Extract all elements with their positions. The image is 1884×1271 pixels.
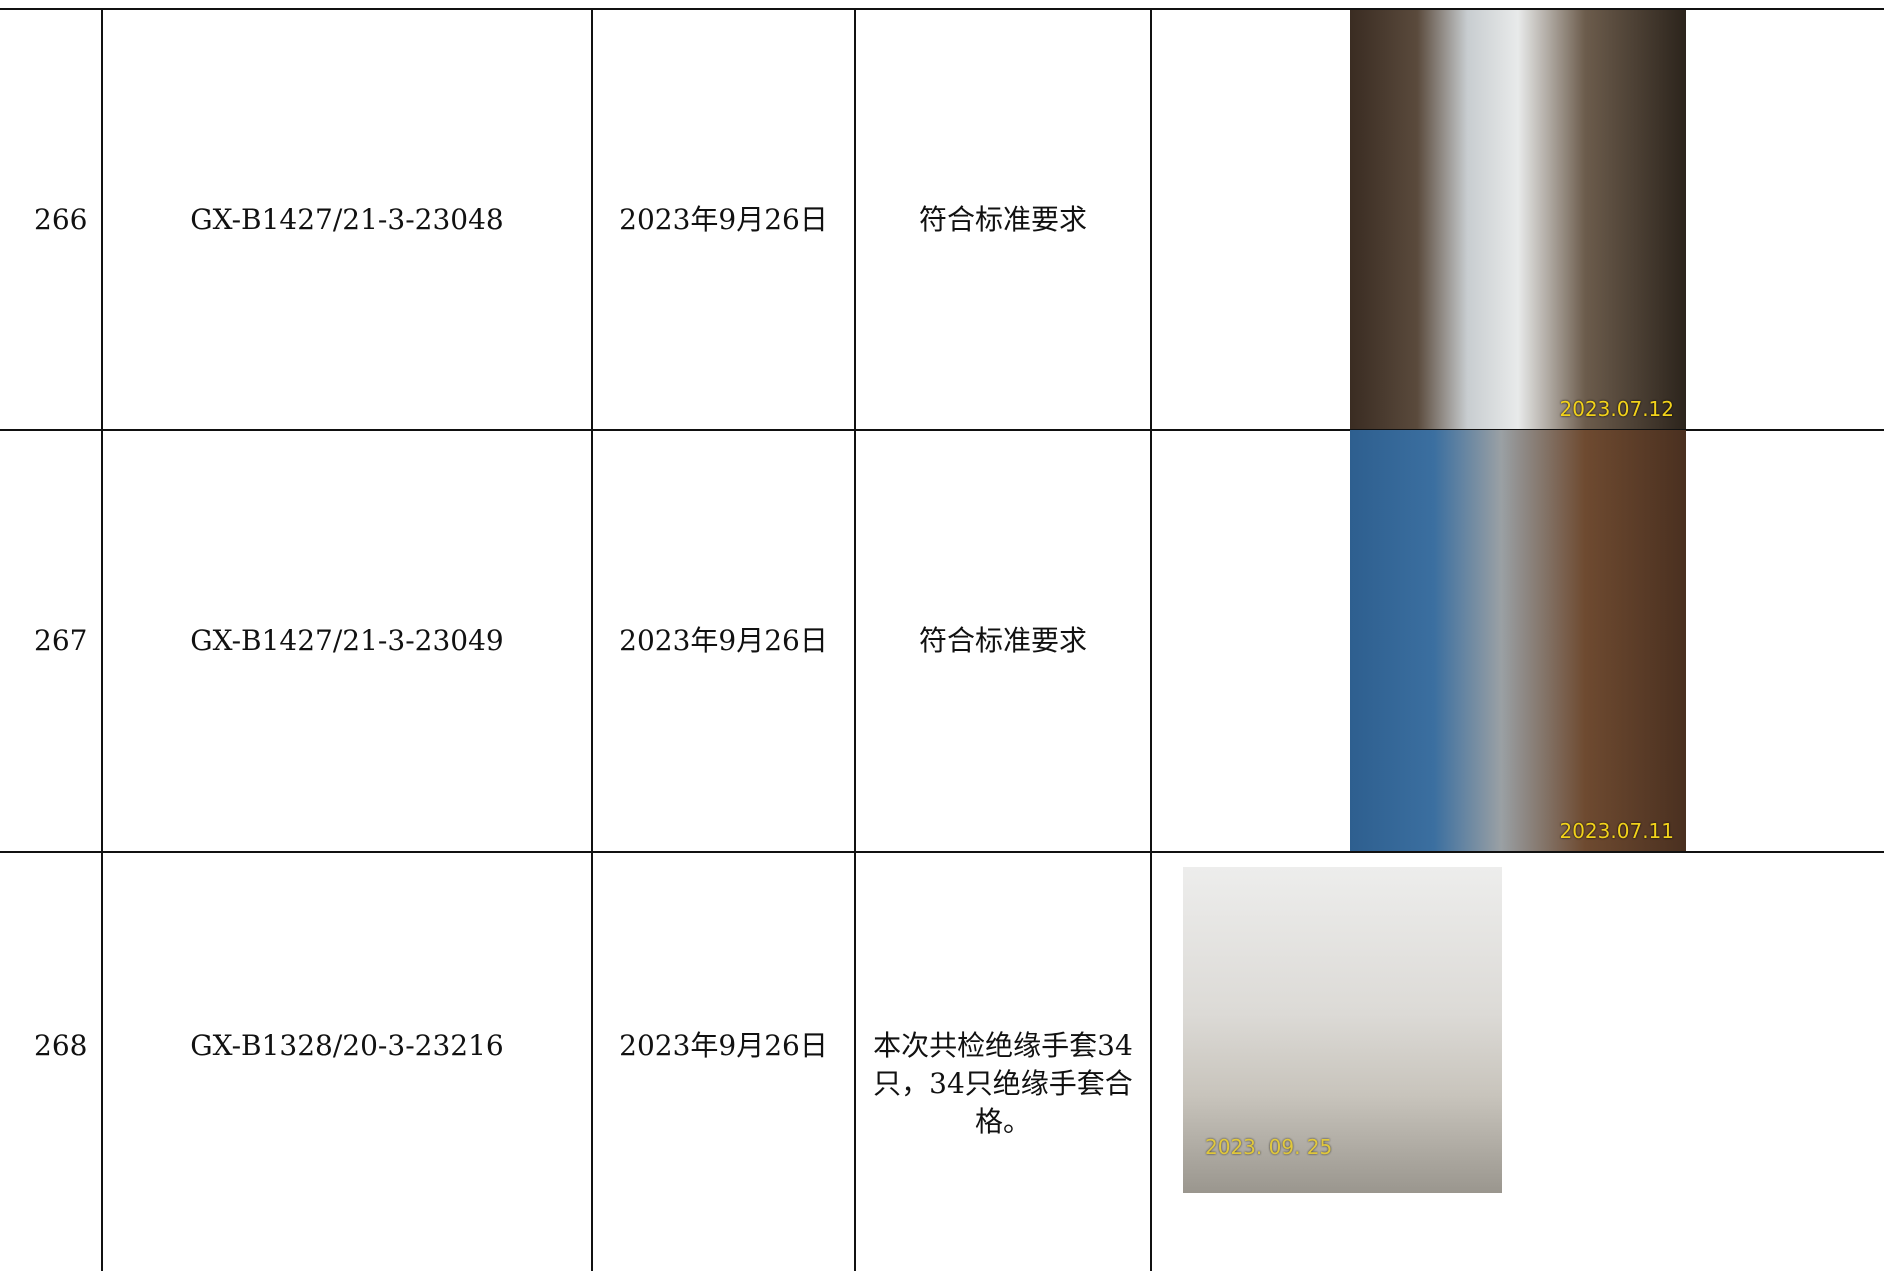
row-number: 267: [0, 429, 101, 851]
certificate-number: GX-B1427/21-3-23049: [101, 429, 591, 851]
row-number: 266: [0, 8, 101, 429]
photo-stamp: 2023.07.11: [1559, 819, 1674, 843]
photo: 2023.07.11: [1350, 430, 1686, 851]
test-date: 2023年9月26日: [591, 429, 854, 851]
photo-stamp: 2023.07.12: [1559, 397, 1674, 421]
photo: 2023. 09. 25: [1183, 867, 1502, 1193]
test-result: 符合标准要求: [854, 429, 1150, 851]
test-date: 2023年9月26日: [591, 851, 854, 1271]
row-number: 268: [0, 851, 101, 1271]
photo-cell: [1150, 851, 1884, 1271]
test-result: 符合标准要求: [854, 8, 1150, 429]
test-date: 2023年9月26日: [591, 8, 854, 429]
certificate-number: GX-B1427/21-3-23048: [101, 8, 591, 429]
photo: 2023.07.12: [1350, 10, 1686, 429]
photo-cell: [1150, 8, 1884, 429]
certificate-number: GX-B1328/20-3-23216: [101, 851, 591, 1271]
photo-stamp: 2023. 09. 25: [1205, 1135, 1333, 1159]
test-result: 本次共检绝缘手套34只，34只绝缘手套合格。: [854, 851, 1150, 1271]
